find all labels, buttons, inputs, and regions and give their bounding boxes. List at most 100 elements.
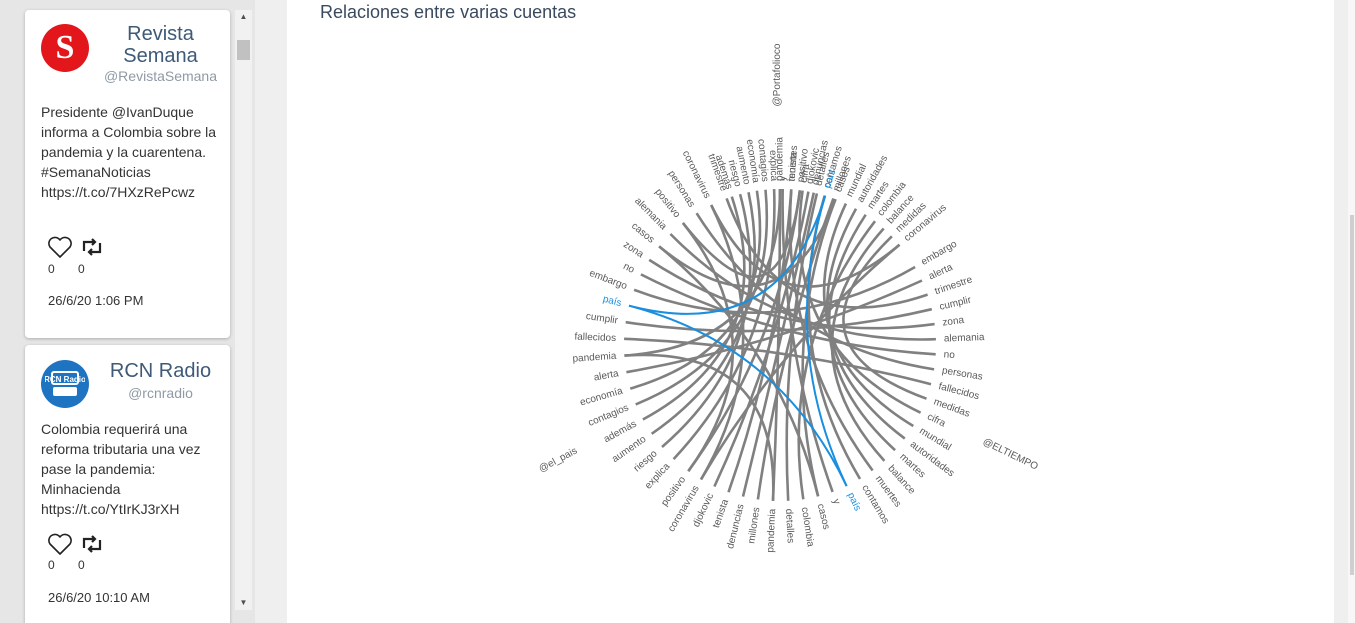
retweet-icon[interactable] (81, 535, 103, 553)
account-name[interactable]: RCN Radio (109, 360, 212, 382)
chord-word-label[interactable]: país (602, 294, 623, 309)
chord-link[interactable] (640, 273, 936, 356)
chord-word-label[interactable]: pandemia (775, 137, 786, 181)
chord-word-label[interactable]: positivo (796, 148, 811, 183)
tweet-text: Colombia requerirá una reforma tributari… (41, 421, 201, 517)
chord-word-label[interactable]: denuncias (725, 503, 746, 550)
chord-link[interactable] (827, 213, 896, 452)
chord-word-label[interactable]: embargo (588, 268, 629, 292)
chord-word-label[interactable]: cifra (925, 411, 947, 429)
retweet-count: 0 (78, 558, 85, 572)
tweet-date: 26/6/20 10:10 AM (48, 590, 150, 605)
tweet-card[interactable]: S Revista Semana @RevistaSemana Presiden… (25, 10, 230, 338)
chord-word-label[interactable]: tenista (711, 498, 731, 530)
chord-word-label[interactable]: pandemia (765, 508, 778, 553)
chord-link[interactable] (648, 258, 935, 330)
chord-link[interactable] (635, 189, 769, 406)
heart-icon[interactable] (47, 236, 73, 258)
chord-link[interactable] (781, 188, 834, 493)
chord-link[interactable] (801, 198, 837, 497)
tweet-date: 26/6/20 1:06 PM (48, 293, 144, 308)
chord-link[interactable] (695, 212, 935, 371)
chord-word-label[interactable]: no (621, 261, 636, 276)
chord-word-label[interactable]: fallecidos (574, 331, 616, 344)
account-handle[interactable]: @RevistaSemana (103, 68, 218, 84)
chord-link[interactable] (710, 204, 901, 288)
tweet-feed[interactable]: S Revista Semana @RevistaSemana Presiden… (0, 0, 255, 623)
chord-link[interactable] (681, 190, 802, 279)
chord-diagram[interactable]: pandemia muertescifradenunciascontamoscas… (287, 0, 1334, 623)
chord-group-label[interactable]: @Portafolioco (772, 43, 783, 106)
chord-word-label[interactable]: cumplir (938, 295, 973, 313)
chord-link[interactable] (628, 304, 848, 487)
chord-link[interactable] (713, 191, 810, 488)
chord-word-label[interactable]: embargo (919, 238, 959, 267)
chord-link[interactable] (629, 190, 762, 390)
chord-word-label[interactable]: y (778, 176, 789, 181)
chord-link[interactable] (788, 189, 874, 472)
chord-word-label[interactable]: zona (942, 315, 965, 329)
tweet-card[interactable]: RCN Radio RCN Radio @rcnradio Colombia r… (25, 345, 230, 623)
chord-link[interactable] (624, 353, 775, 501)
chord-word-label[interactable]: no (943, 349, 955, 361)
chord-link[interactable] (725, 197, 929, 309)
chord-link[interactable] (658, 198, 837, 288)
retweet-icon[interactable] (81, 238, 103, 256)
chord-word-label[interactable]: casos (815, 503, 832, 531)
chord-word-label[interactable]: pandemia (572, 351, 617, 365)
feed-scrollbar[interactable]: ▲ ▼ (235, 10, 252, 610)
chord-group-label[interactable]: @el_pais (537, 446, 579, 475)
rcn-logo-icon: RCN Radio (45, 371, 85, 396)
chord-word-label[interactable]: cumplir (585, 311, 619, 327)
chord-link[interactable] (672, 189, 776, 460)
chord-word-label[interactable]: cifra (798, 163, 812, 184)
chord-link[interactable] (669, 233, 936, 341)
chord-word-label[interactable]: país (822, 168, 838, 189)
chord-link[interactable] (756, 197, 835, 500)
chord-word-label[interactable]: colombia (799, 506, 816, 548)
chord-group-label[interactable]: @ELTIEMPO (981, 436, 1040, 472)
chord-link[interactable] (626, 279, 923, 374)
like-count: 0 (48, 262, 55, 276)
chord-link[interactable] (658, 245, 820, 497)
chord-word-label[interactable]: país (845, 491, 863, 513)
chord-word-label[interactable]: personas (941, 365, 983, 382)
account-name[interactable]: Revista Semana (123, 23, 198, 67)
chord-word-label[interactable]: muertes (787, 145, 801, 182)
chord-link[interactable] (785, 193, 819, 501)
chord-link[interactable] (624, 337, 932, 386)
chord-word-label[interactable]: tenista (787, 151, 800, 182)
avatar: S (41, 24, 89, 72)
main-panel: Relaciones entre varias cuentas pandemia… (287, 0, 1334, 623)
chord-word-label[interactable]: alerta (593, 368, 620, 383)
chord-link[interactable] (805, 195, 848, 487)
chord-word-label[interactable]: zona (621, 239, 646, 260)
chord-link[interactable] (628, 195, 827, 315)
chord-link[interactable] (830, 227, 886, 462)
chord-link[interactable] (625, 307, 933, 333)
avatar: RCN Radio (41, 360, 89, 408)
chord-word-label[interactable]: y (830, 498, 842, 506)
rcn-logo-letters: RCN Radio (45, 375, 85, 384)
chord-word-label[interactable]: alemania (944, 332, 985, 344)
scroll-down-icon[interactable]: ▼ (239, 598, 248, 607)
chord-word-label[interactable]: casos (629, 221, 656, 246)
scroll-up-icon[interactable]: ▲ (239, 12, 248, 21)
chord-link[interactable] (633, 265, 916, 314)
chord-word-label[interactable]: detalles (783, 509, 796, 544)
chord-word-label[interactable]: explica (767, 150, 779, 182)
heart-icon[interactable] (47, 533, 73, 555)
chord-link[interactable] (699, 204, 745, 481)
chord-link[interactable] (826, 208, 906, 440)
semana-logo-icon: S (55, 29, 75, 66)
chord-word-label[interactable]: contagios (755, 139, 770, 183)
chord-link[interactable] (681, 222, 735, 472)
page-scrollbar-thumb[interactable] (1350, 215, 1354, 575)
scroll-thumb[interactable] (237, 40, 250, 60)
chord-word-label[interactable]: alerta (927, 262, 955, 283)
chord-word-label[interactable]: millones (746, 507, 762, 545)
account-handle[interactable]: @rcnradio (128, 385, 193, 401)
chord-link[interactable] (741, 192, 816, 497)
